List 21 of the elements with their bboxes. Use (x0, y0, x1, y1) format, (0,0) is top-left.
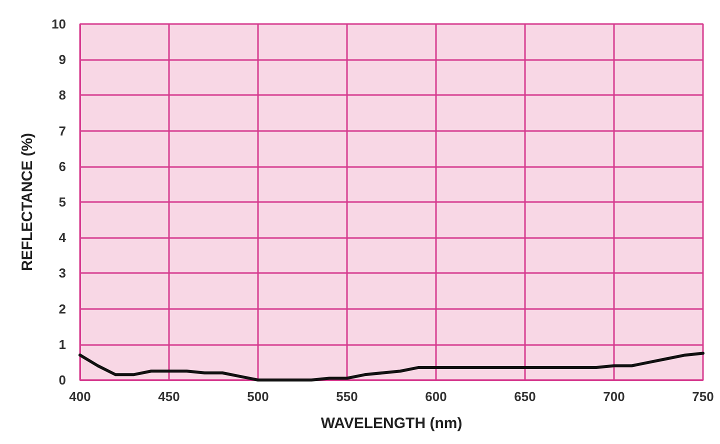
y-tick-label: 2 (58, 301, 66, 316)
x-tick-label: 550 (336, 389, 358, 404)
y-tick-label: 8 (58, 88, 66, 103)
y-tick-label: 10 (52, 16, 66, 32)
y-tick-label: 0 (58, 372, 66, 388)
y-tick-label: 9 (58, 52, 66, 68)
y-tick-label: 3 (58, 266, 66, 281)
x-tick-label: 750 (692, 389, 714, 404)
y-tick-label: 5 (58, 194, 66, 210)
x-tick-label: 400 (69, 389, 91, 404)
x-tick-label: 450 (158, 389, 180, 404)
x-tick-label: 600 (425, 389, 447, 404)
y-tick-label: 1 (58, 336, 66, 352)
y-tick-label: 6 (58, 158, 66, 174)
x-tick-label: 650 (514, 389, 536, 404)
x-axis-title: WAVELENGTH (nm) (320, 415, 462, 432)
y-axis-title: REFLECTANCE (%) (19, 132, 36, 272)
x-tick-label: 700 (603, 389, 625, 404)
x-tick-label: 500 (247, 389, 269, 404)
y-tick-label: 4 (58, 230, 67, 246)
y-tick-label: 7 (58, 123, 66, 138)
